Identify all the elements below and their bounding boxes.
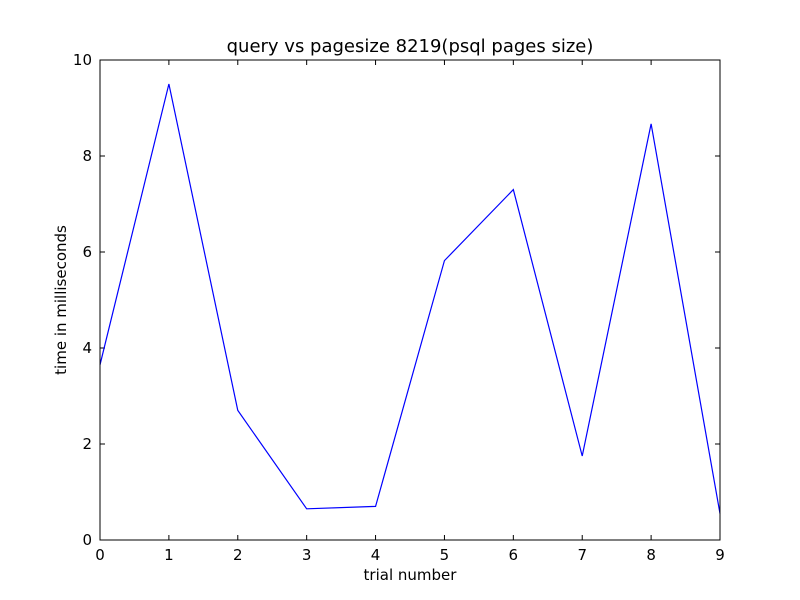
x-tick-label: 1 xyxy=(164,546,174,564)
x-axis: 0 1 2 3 4 5 6 7 8 9 xyxy=(95,60,725,564)
x-tick-label: 5 xyxy=(440,546,450,564)
series-line-0 xyxy=(99,83,721,514)
y-tick-label: 2 xyxy=(82,435,92,453)
x-tick-label: 4 xyxy=(371,546,381,564)
x-tick-label: 7 xyxy=(577,546,587,564)
y-tick-label: 0 xyxy=(82,531,92,549)
x-tick-label: 8 xyxy=(646,546,656,564)
x-tick-label: 3 xyxy=(302,546,312,564)
x-tick-label: 2 xyxy=(233,546,243,564)
y-axis-label: time in milliseconds xyxy=(52,225,70,375)
y-axis: 0 2 4 6 8 10 xyxy=(73,51,720,549)
chart-title: query vs pagesize 8219(psql pages size) xyxy=(227,36,594,57)
x-tick-label: 0 xyxy=(95,546,105,564)
x-axis-label: trial number xyxy=(364,566,458,584)
series-layer xyxy=(99,83,721,514)
y-tick-label: 8 xyxy=(82,147,92,165)
y-tick-label: 10 xyxy=(73,51,92,69)
y-tick-label: 4 xyxy=(82,339,92,357)
x-tick-label: 9 xyxy=(715,546,725,564)
x-tick-label: 6 xyxy=(509,546,519,564)
plot-frame xyxy=(99,59,721,541)
y-tick-label: 6 xyxy=(82,243,92,261)
